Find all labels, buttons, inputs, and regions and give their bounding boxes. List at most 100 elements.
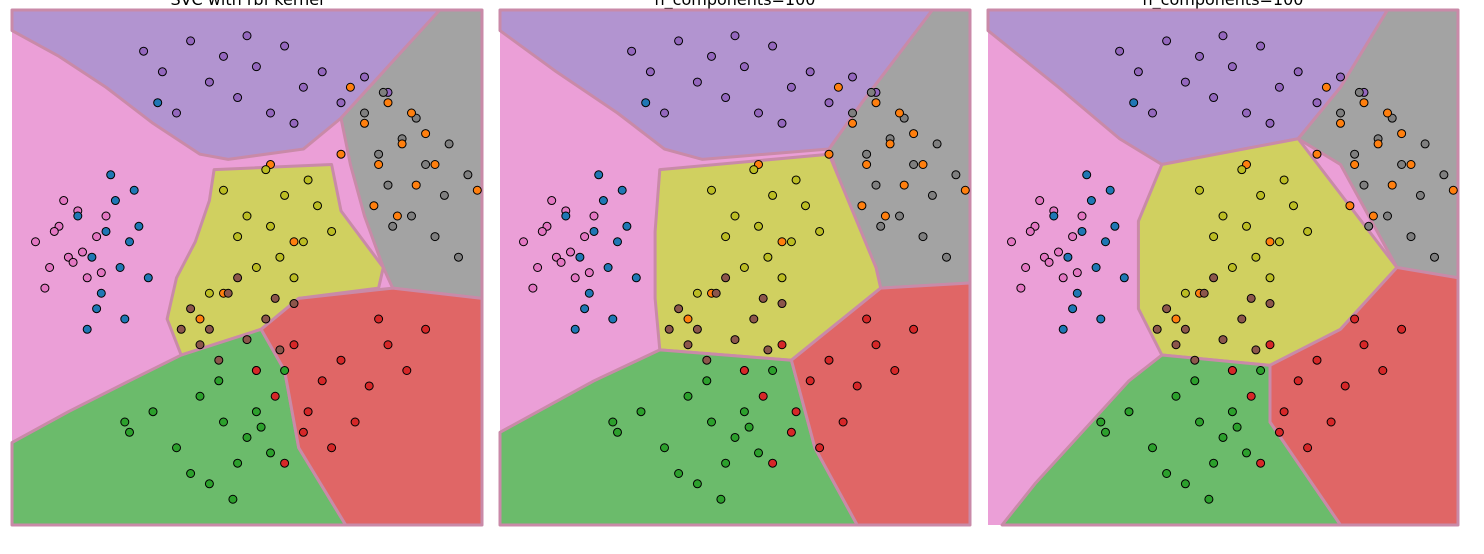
data-point [1204, 494, 1214, 504]
data-point [1190, 355, 1200, 365]
data-point [289, 299, 299, 309]
data-point [223, 288, 233, 298]
data-point [1274, 237, 1284, 247]
data-point [1350, 149, 1360, 159]
data-point [73, 211, 83, 221]
data-point [233, 232, 243, 242]
data-point [824, 355, 834, 365]
data-point [1105, 185, 1115, 195]
data-point [219, 185, 228, 195]
data-point [777, 118, 787, 128]
data-point [777, 273, 787, 283]
data-point [885, 139, 895, 149]
data-point [1077, 226, 1087, 236]
data-point [1049, 211, 1059, 221]
data-point [918, 232, 928, 242]
data-point [214, 376, 224, 386]
data-point [1218, 31, 1228, 41]
data-point [110, 196, 120, 206]
data-point [233, 273, 243, 283]
data-point [242, 335, 252, 345]
data-point [1364, 221, 1374, 231]
data-point [289, 273, 299, 283]
data-point [871, 180, 881, 190]
data-point [298, 82, 308, 92]
data-point [204, 77, 214, 87]
data-point [537, 226, 547, 236]
data-point [533, 263, 543, 272]
data-point [280, 41, 290, 51]
data-point [360, 108, 369, 118]
data-point [570, 273, 580, 283]
data-point [383, 340, 393, 350]
data-point [92, 304, 102, 314]
data-point [890, 366, 900, 375]
data-point [1101, 427, 1110, 437]
data-point [674, 469, 684, 478]
data-point [674, 304, 684, 314]
data-point [730, 432, 740, 442]
data-point [1096, 417, 1106, 427]
data-point [909, 324, 919, 334]
data-point [1256, 366, 1266, 375]
data-point [186, 36, 196, 46]
data-point [336, 149, 346, 159]
data-point [1279, 175, 1289, 185]
data-point [683, 314, 693, 324]
data-point [1209, 458, 1219, 468]
data-point [275, 252, 285, 262]
data-point [1068, 304, 1078, 314]
data-point [645, 67, 655, 77]
data-point [402, 366, 412, 375]
data-point [101, 211, 111, 221]
data-point [660, 108, 669, 118]
data-point [1148, 443, 1157, 453]
data-point [1021, 263, 1031, 272]
data-point [280, 190, 290, 200]
data-point [909, 160, 919, 169]
data-point [1209, 273, 1219, 283]
data-point [1054, 247, 1063, 257]
data-point [1148, 108, 1157, 118]
data-point [143, 273, 153, 283]
data-point [157, 67, 167, 77]
data-point [1387, 180, 1397, 190]
data-point [172, 108, 181, 118]
data-point [739, 407, 749, 417]
data-point [768, 190, 778, 200]
data-point [1025, 226, 1035, 236]
data-point [852, 381, 862, 391]
data-point [664, 324, 674, 334]
data-point [584, 288, 594, 298]
data-point [833, 82, 843, 92]
data-point [472, 185, 482, 195]
data-point [242, 211, 252, 221]
data-point [848, 118, 857, 128]
data-point [1406, 232, 1416, 242]
data-point [411, 180, 421, 190]
data-point [49, 226, 59, 236]
data-point [1227, 366, 1237, 375]
data-point [660, 443, 669, 453]
data-point [1397, 324, 1407, 334]
data-point [1350, 314, 1360, 324]
data-point [617, 185, 627, 195]
data-point [730, 31, 740, 41]
data-point [388, 221, 398, 231]
panel: SVC with rbf kernel [10, 0, 484, 527]
data-point [575, 252, 585, 262]
data-point [374, 314, 384, 324]
data-point [1129, 98, 1139, 108]
data-point [871, 340, 881, 350]
data-point [613, 237, 622, 247]
data-point [1448, 185, 1458, 195]
data-point [59, 196, 69, 206]
data-point [895, 211, 904, 221]
data-point [134, 221, 144, 231]
data-point [303, 175, 313, 185]
data-point [1251, 345, 1261, 355]
data-point [815, 226, 825, 236]
data-point [280, 458, 290, 468]
data-point [1209, 93, 1219, 103]
